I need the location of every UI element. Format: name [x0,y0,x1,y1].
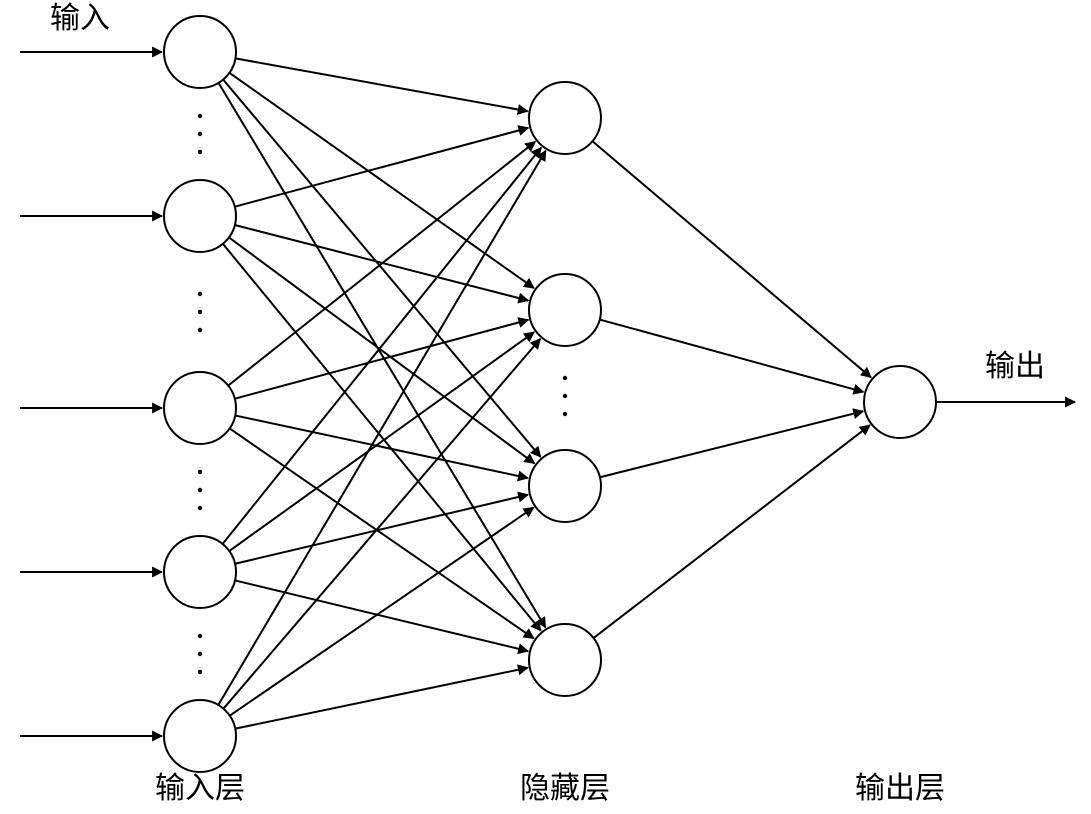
edge-input-hidden [235,58,527,111]
ellipsis-dot [198,310,202,314]
hidden-node-2 [529,450,601,522]
input-title: 输入 [50,2,110,35]
ellipsis-dot [198,670,202,674]
ellipsis-dot [198,470,202,474]
input-node-4 [164,700,236,772]
edge-input-hidden [235,668,528,729]
hidden-layer-label: 隐藏层 [520,772,610,805]
edge-input-hidden [235,320,529,399]
output-layer-label: 输出层 [855,772,945,805]
hidden-node-0 [529,82,601,154]
edge-input-hidden [235,128,529,207]
input-node-0 [164,16,236,88]
input-node-1 [164,180,236,252]
edge-input-hidden [223,244,541,631]
ellipsis-dot [198,132,202,136]
edge-input-hidden [223,148,542,544]
edge-input-hidden [230,507,534,715]
input-node-2 [164,372,236,444]
ellipsis-dot [563,412,567,416]
ellipsis-dot [563,376,567,380]
edge-hidden-output [592,141,871,377]
edge-input-hidden [229,332,534,551]
ellipsis-dot [198,652,202,656]
ellipsis-dot [198,114,202,118]
edge-input-hidden [228,142,535,386]
ellipsis-dot [198,506,202,510]
ellipsis-dot [198,488,202,492]
ellipsis-dot [198,634,202,638]
edge-hidden-output [600,411,863,477]
ellipsis-dot [563,394,567,398]
ellipsis-dot [198,150,202,154]
edge-input-hidden [235,580,528,651]
hidden-node-3 [529,624,601,696]
edge-hidden-output [594,425,870,638]
hidden-node-1 [529,274,601,346]
ellipsis-dot [198,292,202,296]
edge-input-hidden [235,495,528,564]
input-node-3 [164,536,236,608]
output-title: 输出 [985,350,1045,383]
edge-input-hidden [223,339,540,709]
neural-network-diagram: 输入输出输入层 隐藏层 输出层 [0,0,1091,814]
output-node-0 [864,366,936,438]
ellipsis-dot [198,328,202,332]
input-layer-label: 输入层 [155,772,245,805]
edge-hidden-output [600,320,864,392]
